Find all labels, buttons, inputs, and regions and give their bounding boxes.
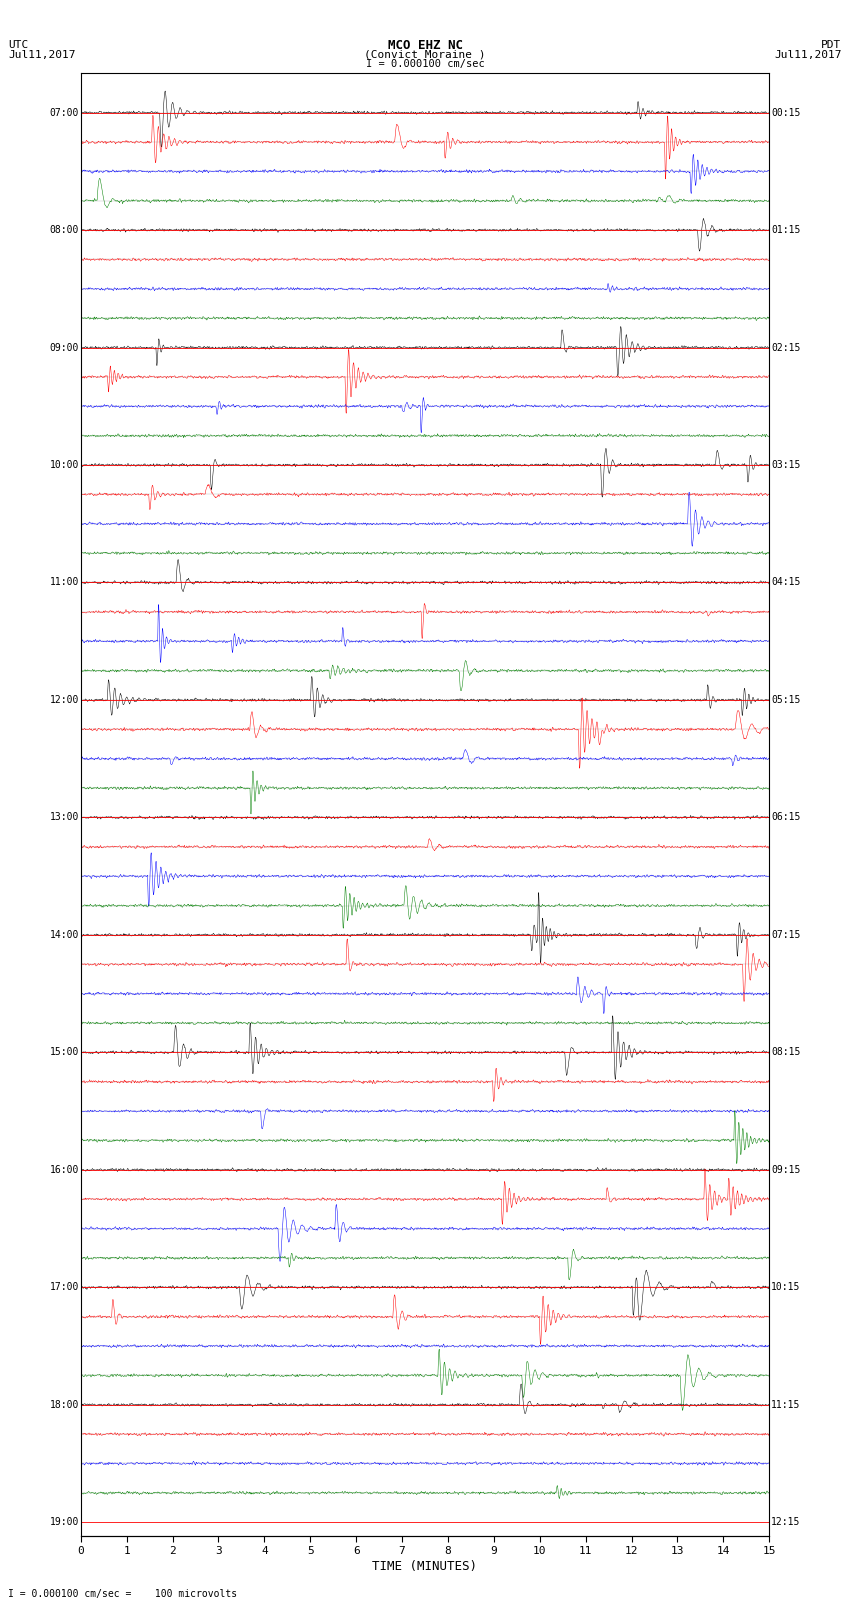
Text: 12:00: 12:00: [49, 695, 79, 705]
Text: 09:15: 09:15: [771, 1165, 801, 1174]
X-axis label: TIME (MINUTES): TIME (MINUTES): [372, 1560, 478, 1573]
Text: 19:00: 19:00: [49, 1518, 79, 1528]
Text: 07:00: 07:00: [49, 108, 79, 118]
Text: 02:15: 02:15: [771, 342, 801, 353]
Text: I = 0.000100 cm/sec: I = 0.000100 cm/sec: [366, 58, 484, 69]
Text: (Convict Moraine ): (Convict Moraine ): [365, 50, 485, 60]
Text: 07:15: 07:15: [771, 931, 801, 940]
Text: 03:15: 03:15: [771, 460, 801, 469]
Text: 01:15: 01:15: [771, 226, 801, 235]
Text: 10:15: 10:15: [771, 1282, 801, 1292]
Text: 11:15: 11:15: [771, 1400, 801, 1410]
Text: 05:15: 05:15: [771, 695, 801, 705]
Text: 16:00: 16:00: [49, 1165, 79, 1174]
Text: PDT: PDT: [821, 40, 842, 50]
Text: 04:15: 04:15: [771, 577, 801, 587]
Text: I = 0.000100 cm/sec =    100 microvolts: I = 0.000100 cm/sec = 100 microvolts: [8, 1589, 238, 1598]
Text: UTC: UTC: [8, 40, 29, 50]
Text: 11:00: 11:00: [49, 577, 79, 587]
Text: 08:15: 08:15: [771, 1047, 801, 1058]
Text: 08:00: 08:00: [49, 226, 79, 235]
Text: Jul11,2017: Jul11,2017: [774, 50, 842, 60]
Text: 18:00: 18:00: [49, 1400, 79, 1410]
Text: 06:15: 06:15: [771, 813, 801, 823]
Text: Jul11,2017: Jul11,2017: [8, 50, 76, 60]
Text: 00:15: 00:15: [771, 108, 801, 118]
Text: MCO EHZ NC: MCO EHZ NC: [388, 39, 462, 53]
Text: 14:00: 14:00: [49, 931, 79, 940]
Text: 09:00: 09:00: [49, 342, 79, 353]
Text: 17:00: 17:00: [49, 1282, 79, 1292]
Text: 15:00: 15:00: [49, 1047, 79, 1058]
Text: 13:00: 13:00: [49, 813, 79, 823]
Text: 10:00: 10:00: [49, 460, 79, 469]
Text: 12:15: 12:15: [771, 1518, 801, 1528]
